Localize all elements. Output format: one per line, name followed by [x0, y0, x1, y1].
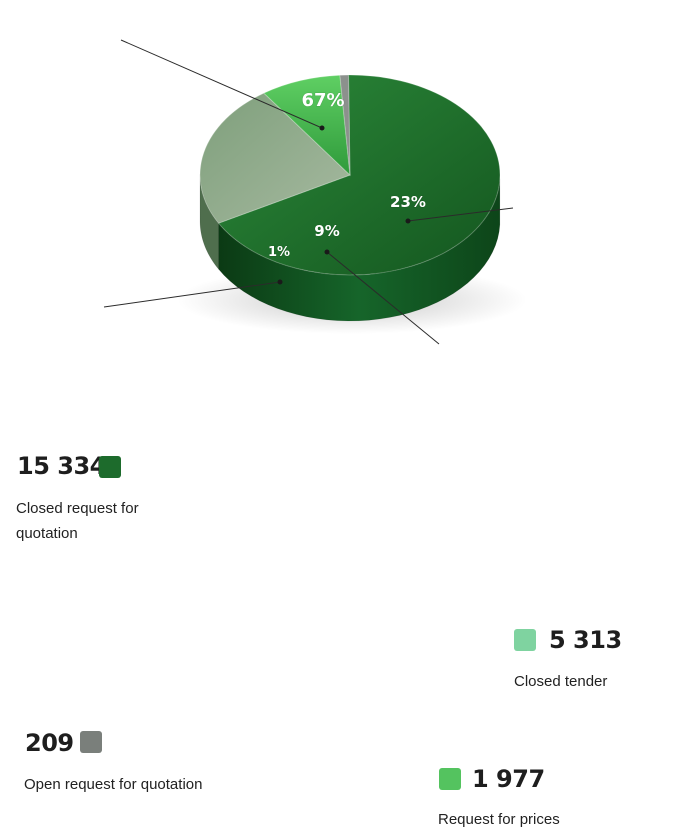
legend-label-request-prices: Request for prices [438, 811, 560, 828]
pie-slice-closed-tender [199, 92, 351, 224]
legend-label-closed-tender: Closed tender [514, 673, 608, 690]
leader-lines [103, 39, 514, 345]
leader-line-request-prices [103, 281, 281, 308]
legend-label-open-rfq: Open request for quotation [24, 776, 203, 793]
legend-swatch-closed-tender [514, 629, 536, 651]
pie-slice-closed-rfq [217, 74, 501, 276]
percent-labels: 67% 23% 9% 1% [267, 90, 426, 261]
pie-chart-svg: 67% 23% 9% 1% [103, 39, 527, 345]
value-label-closed-tender: 5 313 [549, 626, 622, 654]
pie-slice-open-rfq [339, 74, 351, 176]
leader-dot-request-prices [277, 279, 283, 285]
legend-swatch-request-prices [439, 768, 461, 790]
leader-dot-open-rfq [324, 249, 330, 255]
leader-line-closed-tender [407, 207, 514, 222]
percent-label-open-rfq: 1% [268, 245, 290, 260]
legend-swatch-open-rfq [80, 731, 102, 753]
value-label-request-prices: 1 977 [472, 765, 545, 793]
pie-slices [199, 74, 501, 276]
percent-label-request-prices: 9% [314, 222, 339, 240]
leader-line-open-rfq [326, 251, 440, 345]
leader-dot-closed-tender [405, 218, 411, 224]
legend-label-closed-rfq: Closed request for quotation [16, 500, 139, 542]
legend-swatch-closed-rfq [99, 456, 121, 478]
pie-chart: 67% 23% 9% 1% 15 334 Closed request for quo… [16, 39, 622, 828]
leader-dot-closed-rfq [319, 125, 325, 131]
value-label-open-rfq: 209 [25, 729, 74, 757]
pie-slice-request-prices [263, 74, 351, 177]
percent-label-closed-tender: 23% [390, 193, 426, 211]
value-label-closed-rfq: 15 334 [17, 452, 106, 480]
percent-label-closed-rfq: 67% [301, 90, 344, 111]
leader-line-closed-rfq [120, 39, 323, 129]
